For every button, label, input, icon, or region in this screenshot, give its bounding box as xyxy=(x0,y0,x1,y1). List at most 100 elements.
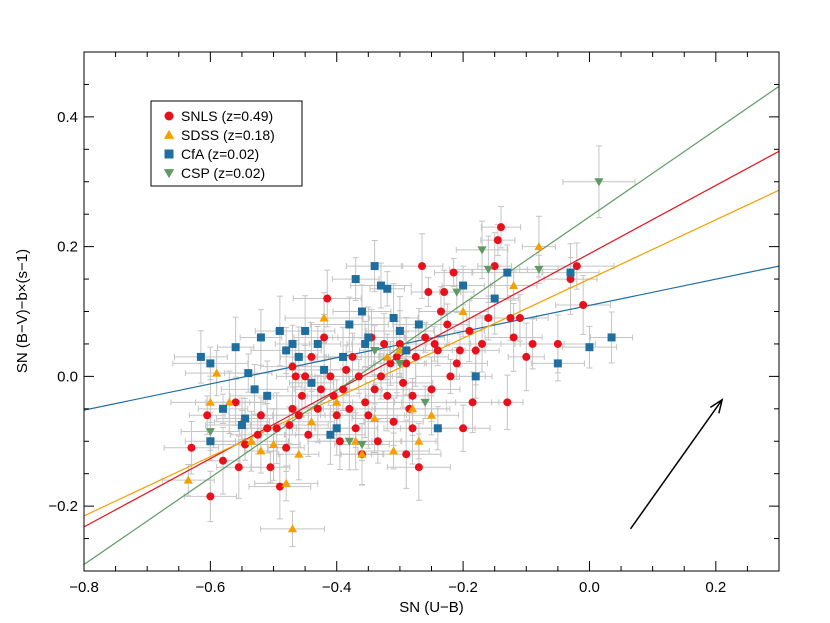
fit-line xyxy=(84,150,779,528)
data-point-triangle-up xyxy=(224,397,234,406)
data-point-square xyxy=(345,320,354,329)
data-point-circle xyxy=(506,313,515,322)
data-point-triangle-up xyxy=(332,397,342,406)
data-point-triangle-up xyxy=(256,446,266,455)
legend-label: SNLS (z=0.49) xyxy=(181,108,273,124)
arrow-shaft xyxy=(629,399,723,530)
data-point-circle xyxy=(332,411,341,420)
data-point-triangle-up xyxy=(351,436,361,445)
data-point-circle xyxy=(402,359,411,368)
data-point-circle xyxy=(471,346,480,355)
data-point-square xyxy=(206,437,215,446)
data-point-triangle-down xyxy=(395,359,405,368)
data-point-triangle-up xyxy=(388,446,399,455)
data-point-triangle-up xyxy=(534,242,544,251)
data-point-triangle-up xyxy=(426,410,437,419)
data-point-circle xyxy=(408,424,417,433)
data-point-triangle-down xyxy=(483,265,493,274)
data-point-square xyxy=(471,372,480,381)
data-point-circle xyxy=(351,424,360,433)
y-tick-label: 0.2 xyxy=(57,239,78,256)
data-point-circle xyxy=(361,398,370,407)
data-point-square xyxy=(433,424,442,433)
data-point-circle xyxy=(313,404,322,413)
data-point-square xyxy=(263,391,272,400)
data-point-square xyxy=(219,404,227,413)
data-point-circle xyxy=(449,268,458,277)
data-point-triangle-up xyxy=(183,475,193,484)
data-point-circle xyxy=(288,404,297,413)
data-point-circle xyxy=(408,391,417,400)
data-point-triangle-up xyxy=(509,280,519,289)
data-point-circle xyxy=(307,352,316,361)
data-points xyxy=(183,178,616,533)
data-point-square xyxy=(361,339,370,348)
data-point-circle xyxy=(383,391,392,400)
data-point-circle xyxy=(478,339,487,348)
fit-line xyxy=(84,189,779,517)
data-point-triangle-up xyxy=(163,129,175,139)
data-point-circle xyxy=(386,359,395,368)
data-point-square xyxy=(383,284,392,293)
data-point-square xyxy=(326,430,335,439)
data-point-circle xyxy=(326,372,335,381)
data-point-square xyxy=(376,281,385,290)
data-point-circle xyxy=(515,313,524,322)
data-point-triangle-down xyxy=(420,398,430,407)
data-point-circle xyxy=(446,372,455,381)
data-point-circle xyxy=(253,430,262,439)
data-point-triangle-up xyxy=(205,397,215,406)
data-point-circle xyxy=(427,385,436,394)
data-point-circle xyxy=(275,482,284,491)
data-point-circle xyxy=(392,352,401,361)
data-point-circle xyxy=(433,346,442,355)
data-point-circle xyxy=(380,339,389,348)
data-point-square xyxy=(320,365,329,374)
data-point-circle xyxy=(320,333,329,342)
data-point-circle xyxy=(402,450,411,459)
legend: SNLS (z=0.49) SDSS (z=0.18) CfA (z=0.02) CS… xyxy=(150,100,303,187)
axis-ticks: −0.8 −0.6 −0.4 −0.2 0.0 0.2 −0.2 0.0 0.2 0.4 xyxy=(48,51,780,596)
legend-label: CfA (z=0.02) xyxy=(181,146,259,162)
data-point-circle xyxy=(345,404,354,413)
data-point-circle xyxy=(443,320,452,329)
data-point-circle xyxy=(440,288,449,297)
data-point-circle xyxy=(452,359,461,368)
data-point-triangle-up xyxy=(382,352,392,361)
data-point-triangle-down xyxy=(452,288,462,297)
data-point-square xyxy=(607,333,616,342)
data-point-circle xyxy=(421,333,430,342)
data-point-square xyxy=(206,359,215,368)
data-point-square xyxy=(358,307,366,316)
data-point-circle xyxy=(291,372,300,381)
data-point-triangle-up xyxy=(287,524,298,533)
data-point-square xyxy=(301,326,310,335)
data-point-square xyxy=(414,320,423,329)
data-point-triangle-down xyxy=(477,246,487,255)
data-point-triangle-up xyxy=(395,345,405,354)
fit-line xyxy=(84,85,779,566)
y-tick-label: −0.2 xyxy=(48,498,78,515)
data-point-circle xyxy=(288,362,297,371)
data-point-circle xyxy=(339,385,348,394)
data-point-circle xyxy=(395,339,404,348)
data-point-circle xyxy=(399,378,408,387)
data-point-circle xyxy=(231,398,240,407)
data-point-circle xyxy=(509,333,518,342)
data-point-square xyxy=(364,333,373,342)
data-point-circle xyxy=(285,421,294,430)
data-point-circle xyxy=(256,411,265,420)
data-point-circle xyxy=(316,385,325,394)
data-point-circle xyxy=(348,352,357,361)
data-point-circle xyxy=(465,326,474,335)
data-point-circle xyxy=(335,437,344,446)
data-point-square xyxy=(282,346,291,355)
data-point-triangle-up xyxy=(268,439,279,448)
data-point-circle xyxy=(579,301,588,310)
data-point-circle xyxy=(522,352,531,361)
data-point-circle xyxy=(455,346,464,355)
data-point-triangle-down xyxy=(357,441,367,450)
data-point-circle xyxy=(553,339,562,348)
data-point-square xyxy=(585,343,594,352)
